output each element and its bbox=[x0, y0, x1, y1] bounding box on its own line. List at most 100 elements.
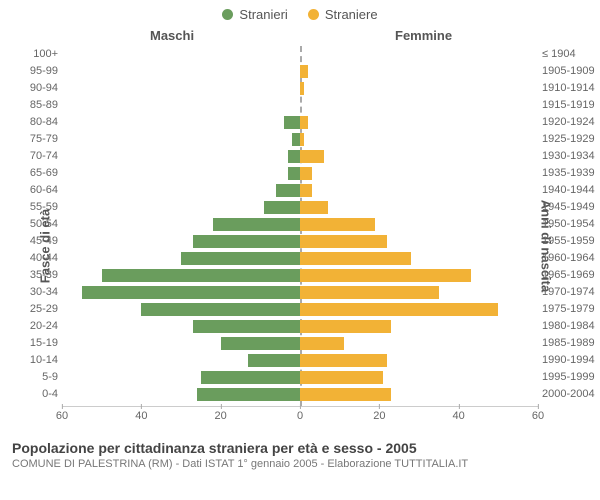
pyramid-row: 0-42000-2004 bbox=[62, 388, 538, 401]
birth-year-label: 1905-1909 bbox=[542, 65, 600, 78]
bar-male bbox=[292, 133, 300, 146]
bar-male bbox=[284, 116, 300, 129]
x-tick: 0 bbox=[297, 410, 303, 422]
pyramid-row: 95-991905-1909 bbox=[62, 65, 538, 78]
bar-female bbox=[300, 116, 308, 129]
bar-female bbox=[300, 354, 387, 367]
x-tick: 40 bbox=[453, 410, 465, 422]
bar-male bbox=[221, 337, 300, 350]
age-label: 75-79 bbox=[2, 133, 58, 146]
birth-year-label: 1950-1954 bbox=[542, 218, 600, 231]
bar-male bbox=[248, 354, 300, 367]
age-label: 70-74 bbox=[2, 150, 58, 163]
age-label: 35-39 bbox=[2, 269, 58, 282]
age-label: 85-89 bbox=[2, 99, 58, 112]
legend-item-male: Stranieri bbox=[222, 7, 287, 22]
birth-year-label: ≤ 1904 bbox=[542, 48, 600, 61]
bar-female bbox=[300, 269, 471, 282]
pyramid-row: 50-541950-1954 bbox=[62, 218, 538, 231]
age-label: 100+ bbox=[2, 48, 58, 61]
bar-female bbox=[300, 388, 391, 401]
legend-dot-male bbox=[222, 9, 233, 20]
pyramid-row: 65-691935-1939 bbox=[62, 167, 538, 180]
x-tick: 40 bbox=[135, 410, 147, 422]
pyramid-row: 75-791925-1929 bbox=[62, 133, 538, 146]
pyramid-row: 15-191985-1989 bbox=[62, 337, 538, 350]
age-label: 95-99 bbox=[2, 65, 58, 78]
bar-female bbox=[300, 320, 391, 333]
birth-year-label: 1940-1944 bbox=[542, 184, 600, 197]
x-tick: 20 bbox=[215, 410, 227, 422]
age-label: 50-54 bbox=[2, 218, 58, 231]
age-label: 65-69 bbox=[2, 167, 58, 180]
bar-male bbox=[193, 320, 300, 333]
pyramid-row: 45-491955-1959 bbox=[62, 235, 538, 248]
bar-female bbox=[300, 150, 324, 163]
bar-female bbox=[300, 201, 328, 214]
age-label: 55-59 bbox=[2, 201, 58, 214]
birth-year-label: 1970-1974 bbox=[542, 286, 600, 299]
birth-year-label: 1955-1959 bbox=[542, 235, 600, 248]
birth-year-label: 1995-1999 bbox=[542, 371, 600, 384]
pyramid-row: 10-141990-1994 bbox=[62, 354, 538, 367]
bar-male bbox=[181, 252, 300, 265]
x-tick: 20 bbox=[373, 410, 385, 422]
bar-female bbox=[300, 167, 312, 180]
bar-male bbox=[201, 371, 300, 384]
plot-area: 100+≤ 1904 95-991905-1909 90-941910-1914 85… bbox=[62, 46, 538, 407]
birth-year-label: 1915-1919 bbox=[542, 99, 600, 112]
chart-footer: Popolazione per cittadinanza straniera p… bbox=[0, 436, 600, 470]
birth-year-label: 1935-1939 bbox=[542, 167, 600, 180]
pyramid-row: 90-941910-1914 bbox=[62, 82, 538, 95]
bar-female bbox=[300, 184, 312, 197]
bar-female bbox=[300, 65, 308, 78]
bar-female bbox=[300, 252, 411, 265]
pyramid-row: 30-341970-1974 bbox=[62, 286, 538, 299]
legend-label-male: Stranieri bbox=[239, 7, 287, 22]
pyramid-row: 5-91995-1999 bbox=[62, 371, 538, 384]
age-label: 80-84 bbox=[2, 116, 58, 129]
bar-male bbox=[288, 150, 300, 163]
birth-year-label: 1980-1984 bbox=[542, 320, 600, 333]
bar-male bbox=[193, 235, 300, 248]
bar-female bbox=[300, 286, 439, 299]
pyramid-row: 70-741930-1934 bbox=[62, 150, 538, 163]
birth-year-label: 1965-1969 bbox=[542, 269, 600, 282]
x-tick: 60 bbox=[56, 410, 68, 422]
birth-year-label: 1960-1964 bbox=[542, 252, 600, 265]
pyramid-row: 60-641940-1944 bbox=[62, 184, 538, 197]
bar-male bbox=[82, 286, 300, 299]
age-label: 15-19 bbox=[2, 337, 58, 350]
birth-year-label: 1990-1994 bbox=[542, 354, 600, 367]
gender-headers: Maschi Femmine bbox=[0, 28, 600, 46]
bar-female bbox=[300, 235, 387, 248]
legend-label-female: Straniere bbox=[325, 7, 378, 22]
age-label: 45-49 bbox=[2, 235, 58, 248]
bar-female bbox=[300, 82, 304, 95]
age-label: 60-64 bbox=[2, 184, 58, 197]
birth-year-label: 1975-1979 bbox=[542, 303, 600, 316]
pyramid-row: 85-891915-1919 bbox=[62, 99, 538, 112]
legend: Stranieri Straniere bbox=[0, 0, 600, 28]
birth-year-label: 1930-1934 bbox=[542, 150, 600, 163]
age-label: 0-4 bbox=[2, 388, 58, 401]
age-label: 30-34 bbox=[2, 286, 58, 299]
legend-dot-female bbox=[308, 9, 319, 20]
birth-year-label: 1985-1989 bbox=[542, 337, 600, 350]
bar-female bbox=[300, 133, 304, 146]
birth-year-label: 1920-1924 bbox=[542, 116, 600, 129]
age-label: 10-14 bbox=[2, 354, 58, 367]
pyramid-row: 40-441960-1964 bbox=[62, 252, 538, 265]
pyramid-row: 80-841920-1924 bbox=[62, 116, 538, 129]
bar-male bbox=[288, 167, 300, 180]
header-female: Femmine bbox=[395, 28, 452, 43]
bar-female bbox=[300, 371, 383, 384]
legend-item-female: Straniere bbox=[308, 7, 378, 22]
birth-year-label: 1910-1914 bbox=[542, 82, 600, 95]
footer-title: Popolazione per cittadinanza straniera p… bbox=[12, 440, 588, 456]
pyramid-row: 100+≤ 1904 bbox=[62, 48, 538, 61]
x-axis: 6040200204060 bbox=[62, 406, 538, 428]
bar-male bbox=[141, 303, 300, 316]
pyramid-chart-container: Stranieri Straniere Maschi Femmine Fasce… bbox=[0, 0, 600, 500]
footer-subtitle: COMUNE DI PALESTRINA (RM) - Dati ISTAT 1… bbox=[12, 458, 588, 470]
